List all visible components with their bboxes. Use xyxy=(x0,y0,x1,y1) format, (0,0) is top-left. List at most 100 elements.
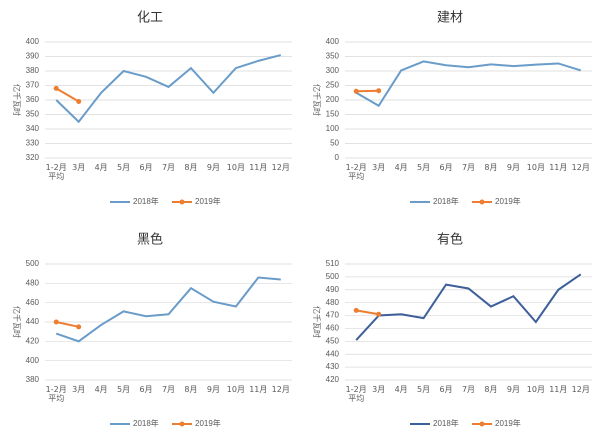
x-tick-label: 12月 xyxy=(571,385,590,394)
y-tick-label: 370 xyxy=(26,81,40,90)
x-tick-label-box: 4月 xyxy=(394,385,408,394)
x-tick-label-box: 12月 xyxy=(271,385,290,394)
x-tick-label: 10月 xyxy=(526,385,545,394)
legend-label: 2018年 xyxy=(133,418,159,428)
x-tick-label-box: 8月 xyxy=(484,385,497,394)
chart-title: 化工 xyxy=(137,9,163,24)
point xyxy=(76,324,82,330)
x-tick-label: 6月 xyxy=(139,163,153,172)
y-tick-label: 430 xyxy=(326,362,340,371)
x-tick-label-box: 6月 xyxy=(139,385,153,394)
x-tick-label-box: 10月 xyxy=(526,385,545,394)
x-tick-label-box: 3月 xyxy=(72,385,86,394)
x-tick-label-box: 12月 xyxy=(272,163,290,172)
x-tick-label-box: 8月 xyxy=(184,163,197,172)
x-tick-label-box: 3月 xyxy=(372,163,386,172)
point xyxy=(76,98,82,104)
x-tick-label-box: 6月 xyxy=(139,163,153,172)
y-tick-label: 460 xyxy=(26,298,40,307)
y-tick-label: 440 xyxy=(26,317,40,326)
x-tick-label-box: 7月 xyxy=(161,163,176,172)
x-tick-label-box: 5月 xyxy=(117,163,130,172)
x-tick-label: 6月 xyxy=(439,385,453,394)
y-tick-label: 500 xyxy=(326,272,340,281)
x-tick-label: 11月 xyxy=(549,385,568,394)
x-tick-label: 7月 xyxy=(161,163,176,172)
series-line xyxy=(55,276,281,343)
x-tick-label: 5月 xyxy=(417,163,431,172)
x-tick-label: 3月 xyxy=(72,163,86,172)
legend-label: 2018年 xyxy=(433,196,459,206)
x-tick-label-box: 9月 xyxy=(507,385,520,394)
y-tick-label: 490 xyxy=(326,285,340,294)
y-tick-label: 380 xyxy=(26,66,40,75)
y-tick-label: 480 xyxy=(326,298,340,307)
x-tick-label-box: 7月 xyxy=(462,163,475,172)
y-tick-label: 250 xyxy=(326,81,340,90)
x-tick-label: 6月 xyxy=(439,163,453,172)
legend-label: 2019年 xyxy=(495,418,521,428)
x-tick-label-box: 6月 xyxy=(439,163,453,172)
y-tick-label: 480 xyxy=(26,278,40,287)
point xyxy=(353,88,359,94)
y-axis-label: 亿千瓦时 xyxy=(12,84,22,116)
series-line xyxy=(355,60,582,108)
x-tick-label: 3月 xyxy=(372,163,386,172)
x-tick-label: 6月 xyxy=(139,385,153,394)
y-tick-label: 440 xyxy=(326,349,340,358)
y-tick-label: 300 xyxy=(326,66,340,75)
x-tick-label-box: 9月 xyxy=(207,385,220,394)
x-tick-label: 4月 xyxy=(394,385,408,394)
x-tick-label-box: 4月 xyxy=(94,385,108,394)
y-tick-label: 390 xyxy=(26,52,40,61)
series-line xyxy=(355,273,582,341)
point xyxy=(53,319,59,325)
x-tick-label-box: 10月 xyxy=(227,385,245,394)
x-tick-label-box: 1-2月平均 xyxy=(46,163,67,181)
x-tick-label-box: 10月 xyxy=(526,163,545,172)
series-line xyxy=(55,87,80,103)
y-tick-label: 150 xyxy=(326,110,340,119)
point xyxy=(376,311,382,317)
y-tick-label: 470 xyxy=(326,311,340,320)
y-tick-label: 400 xyxy=(26,37,40,46)
x-tick-label: 1-2月平均 xyxy=(45,385,67,403)
legend-marker xyxy=(479,421,485,427)
x-tick-label: 4月 xyxy=(94,385,108,394)
chart-title: 黑色 xyxy=(137,231,163,246)
x-tick-label-box: 7月 xyxy=(461,385,476,394)
legend-label: 2019年 xyxy=(195,418,221,428)
y-tick-label: 400 xyxy=(26,356,40,365)
y-tick-label: 420 xyxy=(26,336,40,345)
x-tick-label: 7月 xyxy=(461,385,476,394)
legend-label: 2019年 xyxy=(195,196,221,206)
legend-label: 2018年 xyxy=(133,196,159,206)
y-tick-label: 460 xyxy=(326,324,340,333)
y-tick-label: 350 xyxy=(26,110,40,119)
x-tick-label: 4月 xyxy=(394,163,408,172)
x-tick-label: 10月 xyxy=(526,163,545,172)
x-tick-label: 8月 xyxy=(484,163,498,172)
point xyxy=(376,88,382,94)
x-tick-label: 3月 xyxy=(372,385,386,394)
x-tick-label: 11月 xyxy=(249,385,268,394)
chart-title: 有色 xyxy=(437,231,463,246)
y-tick-label: 320 xyxy=(26,153,40,162)
y-tick-label: 360 xyxy=(26,95,40,104)
x-tick-label-box: 9月 xyxy=(507,163,520,172)
x-tick-label-box: 11月 xyxy=(249,385,268,394)
y-tick-label: 510 xyxy=(326,259,340,268)
x-tick-label-box: 6月 xyxy=(439,385,453,394)
y-tick-label: 50 xyxy=(330,139,339,148)
y-axis-label: 亿千瓦时 xyxy=(12,306,22,338)
x-tick-label: 12月 xyxy=(271,385,290,394)
y-tick-label: 420 xyxy=(326,375,340,384)
y-axis-label: 亿千瓦时 xyxy=(312,84,322,116)
y-tick-label: 100 xyxy=(326,124,340,133)
x-tick-label: 5月 xyxy=(117,385,131,394)
x-tick-label-box: 5月 xyxy=(417,163,431,172)
x-tick-label: 3月 xyxy=(72,385,86,394)
